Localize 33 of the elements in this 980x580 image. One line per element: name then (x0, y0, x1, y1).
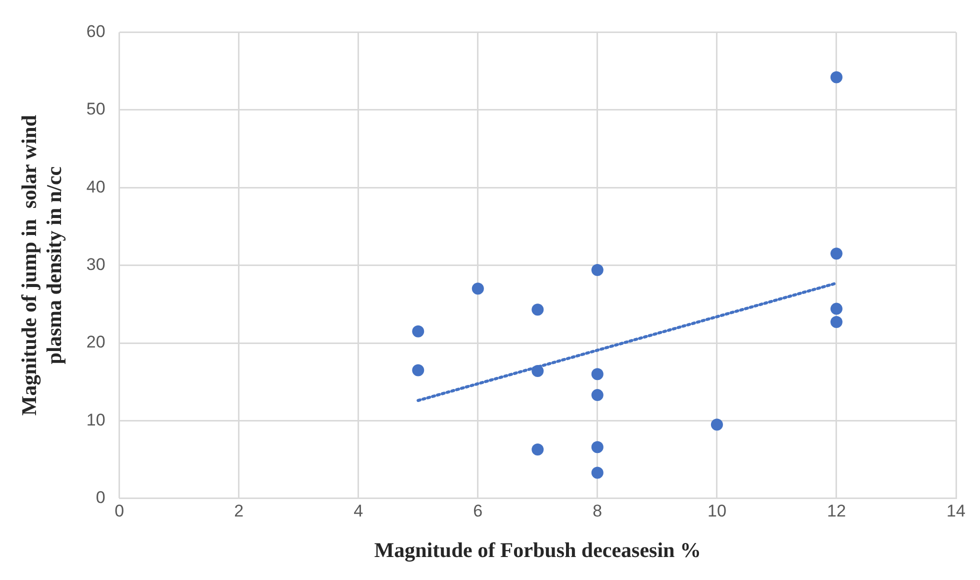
x-tick-label: 4 (354, 501, 364, 520)
x-tick-label: 6 (473, 501, 483, 520)
point (591, 441, 604, 454)
point (532, 304, 544, 316)
y-tick-label: 40 (86, 177, 106, 196)
x-tick-label: 12 (827, 501, 846, 520)
point (830, 302, 842, 315)
point (532, 364, 544, 377)
point (710, 418, 723, 431)
x-tick-label: 8 (592, 501, 602, 520)
point (591, 389, 604, 402)
y-tick-label: 60 (86, 22, 106, 41)
point (830, 248, 842, 260)
y-tick-label: 30 (86, 254, 106, 274)
y-axis-title: Magnitude of jump in solar wind plasma density in n/cc (17, 114, 66, 416)
y-tick-label: 20 (86, 332, 106, 352)
point (830, 71, 842, 84)
x-axis-title: Magnitude of Forbush deceasesin % (374, 538, 701, 562)
point (591, 264, 604, 276)
y-tick-label: 0 (96, 488, 106, 508)
point (472, 282, 484, 295)
point (830, 316, 842, 328)
y-tick-label: 10 (86, 410, 106, 430)
x-tick-label: 10 (707, 501, 726, 520)
x-tick-label: 14 (946, 501, 966, 520)
point (591, 466, 604, 479)
point (591, 368, 604, 380)
x-tick-label: 0 (114, 501, 124, 520)
y-tick-label: 50 (86, 100, 106, 119)
point (532, 443, 544, 456)
point (412, 325, 424, 338)
x-tick-label: 2 (234, 501, 244, 520)
point (412, 364, 424, 376)
